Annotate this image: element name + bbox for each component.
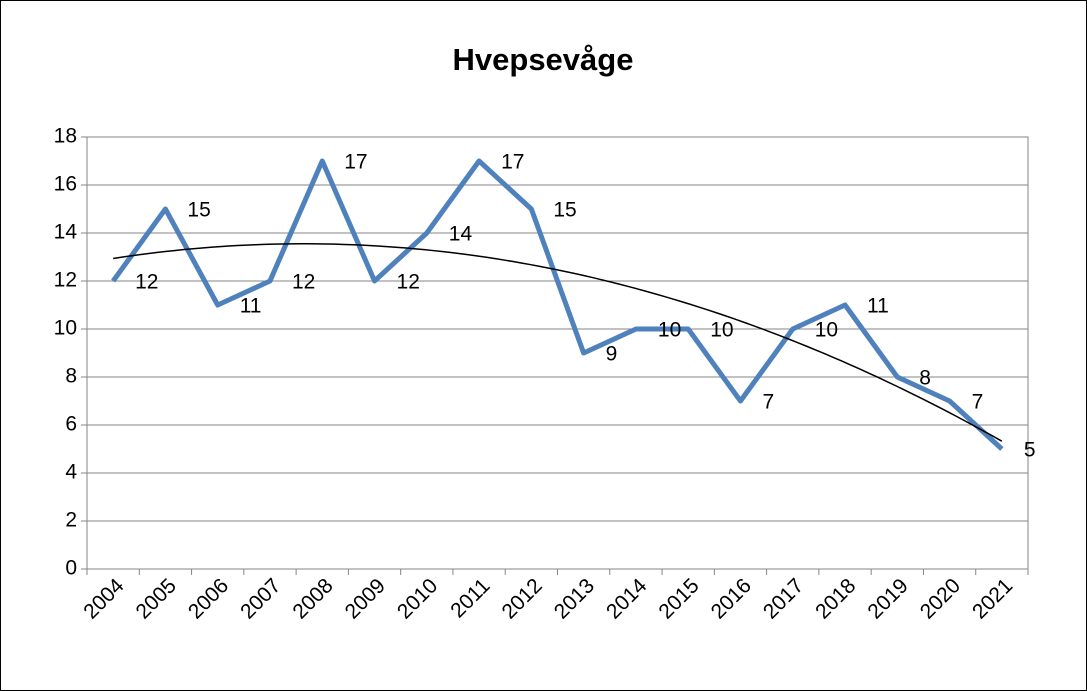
y-tick-label: 12	[54, 269, 77, 292]
data-label: 12	[292, 271, 315, 294]
data-label: 12	[135, 271, 158, 294]
y-tick-label: 2	[65, 509, 77, 532]
y-tick-label: 0	[65, 557, 77, 580]
y-tick-label: 10	[54, 317, 77, 340]
data-label: 11	[867, 295, 889, 318]
y-tick-label: 8	[65, 365, 77, 388]
trendline	[113, 243, 1003, 442]
data-label: 11	[240, 295, 262, 318]
data-label: 14	[449, 223, 473, 246]
data-label: 10	[710, 319, 733, 342]
data-label: 17	[344, 151, 367, 174]
y-tick-label: 18	[54, 125, 77, 148]
data-line	[111, 158, 1004, 451]
data-label: 5	[1024, 439, 1036, 462]
data-label: 10	[815, 319, 838, 342]
y-tick-label: 6	[65, 413, 77, 436]
y-tick-label: 16	[54, 173, 77, 196]
y-tick-label: 4	[65, 461, 77, 484]
data-label: 15	[187, 199, 210, 222]
data-label: 9	[606, 343, 618, 366]
data-label: 15	[553, 199, 576, 222]
data-label: 10	[658, 319, 681, 342]
data-label: 7	[972, 391, 984, 414]
y-tick-label: 14	[54, 221, 78, 244]
data-label: 7	[762, 391, 774, 414]
data-label: 8	[919, 367, 931, 390]
chart-title: Hvepsevåge	[453, 42, 634, 77]
data-label: 17	[501, 151, 524, 174]
data-label: 12	[397, 271, 420, 294]
